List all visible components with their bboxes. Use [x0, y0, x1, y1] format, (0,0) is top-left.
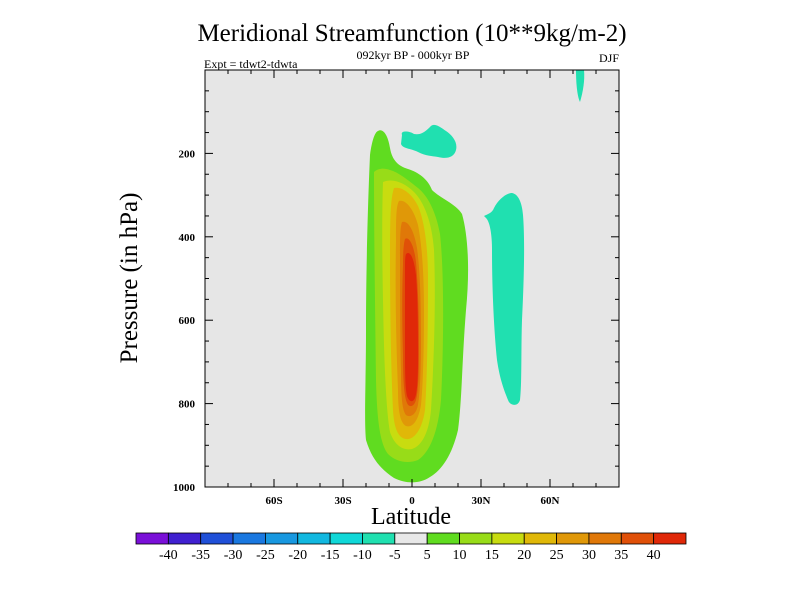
plot-area: 200 400 600 800 1000 60S 30S 0 30N 60N — [173, 69, 620, 507]
x-tick-label: 30N — [472, 495, 491, 507]
chart-subtitle-right: DJF — [599, 51, 619, 65]
colorbar-swatch — [232, 532, 266, 545]
y-tick-label: 400 — [179, 232, 196, 244]
colorbar-swatch — [491, 532, 525, 545]
x-tick-label: 0 — [409, 495, 415, 507]
x-axis-label: Latitude — [371, 504, 451, 530]
y-tick-label: 800 — [179, 399, 196, 411]
contour-negative-midlat — [484, 193, 525, 405]
y-tick-label: 200 — [179, 148, 196, 160]
colorbar-swatch — [653, 532, 687, 545]
colorbar-label: 15 — [485, 548, 499, 563]
x-axis-ticks: 60S 30S 0 30N 60N — [227, 70, 597, 507]
colorbar-swatch — [459, 532, 493, 545]
colorbar-label: 30 — [582, 548, 596, 563]
colorbar-label: -5 — [389, 548, 401, 563]
colorbar-label: 35 — [614, 548, 628, 563]
colorbar-label: -20 — [288, 548, 307, 563]
colorbar-swatch — [523, 532, 557, 545]
colorbar-swatch — [135, 532, 169, 545]
colorbar-swatch — [265, 532, 299, 545]
y-tick-label: 1000 — [173, 482, 196, 494]
y-tick-label: 600 — [179, 315, 196, 327]
chart-subtitle-center: 092kyr BP - 000kyr BP — [357, 48, 470, 62]
x-tick-label: 60S — [265, 495, 282, 507]
y-axis-ticks: 200 400 600 800 1000 — [173, 90, 619, 494]
colorbar-label: -40 — [159, 548, 178, 563]
colorbar-label: -35 — [191, 548, 210, 563]
colorbar-label: -25 — [256, 548, 275, 563]
colorbar-label: 40 — [647, 548, 661, 563]
contour-positive-40 — [405, 252, 418, 402]
colorbar-label: 20 — [517, 548, 531, 563]
chart-title: Meridional Streamfunction (10**9kg/m-2) — [197, 20, 626, 47]
colorbar-swatch — [362, 532, 396, 545]
colorbar-label: 5 — [424, 548, 431, 563]
colorbar-swatch — [394, 532, 428, 545]
colorbar: -40 -35 -30 -25 -20 -15 -10 -5 5 10 15 20 25 30 35 40 — [135, 532, 687, 563]
y-axis-label: Pressure (in hPa) — [116, 193, 143, 364]
colorbar-label: 25 — [550, 548, 564, 563]
contour-negative-polar — [576, 70, 585, 102]
colorbar-swatch — [588, 532, 622, 545]
colorbar-swatch — [329, 532, 363, 545]
contour-negative-upper — [401, 124, 457, 158]
x-tick-label: 30S — [334, 495, 351, 507]
colorbar-swatch — [297, 532, 331, 545]
chart-subtitle-left: Expt = tdwt2-tdwta — [204, 57, 298, 71]
colorbar-swatch — [167, 532, 202, 545]
colorbar-swatch — [620, 532, 655, 545]
colorbar-swatch — [200, 532, 234, 545]
colorbar-label: -10 — [353, 548, 372, 563]
colorbar-swatch — [426, 532, 460, 545]
x-tick-label: 60N — [541, 495, 560, 507]
colorbar-label: -15 — [321, 548, 340, 563]
colorbar-swatch — [556, 532, 590, 545]
colorbar-label: -30 — [224, 548, 243, 563]
colorbar-label: 10 — [453, 548, 467, 563]
